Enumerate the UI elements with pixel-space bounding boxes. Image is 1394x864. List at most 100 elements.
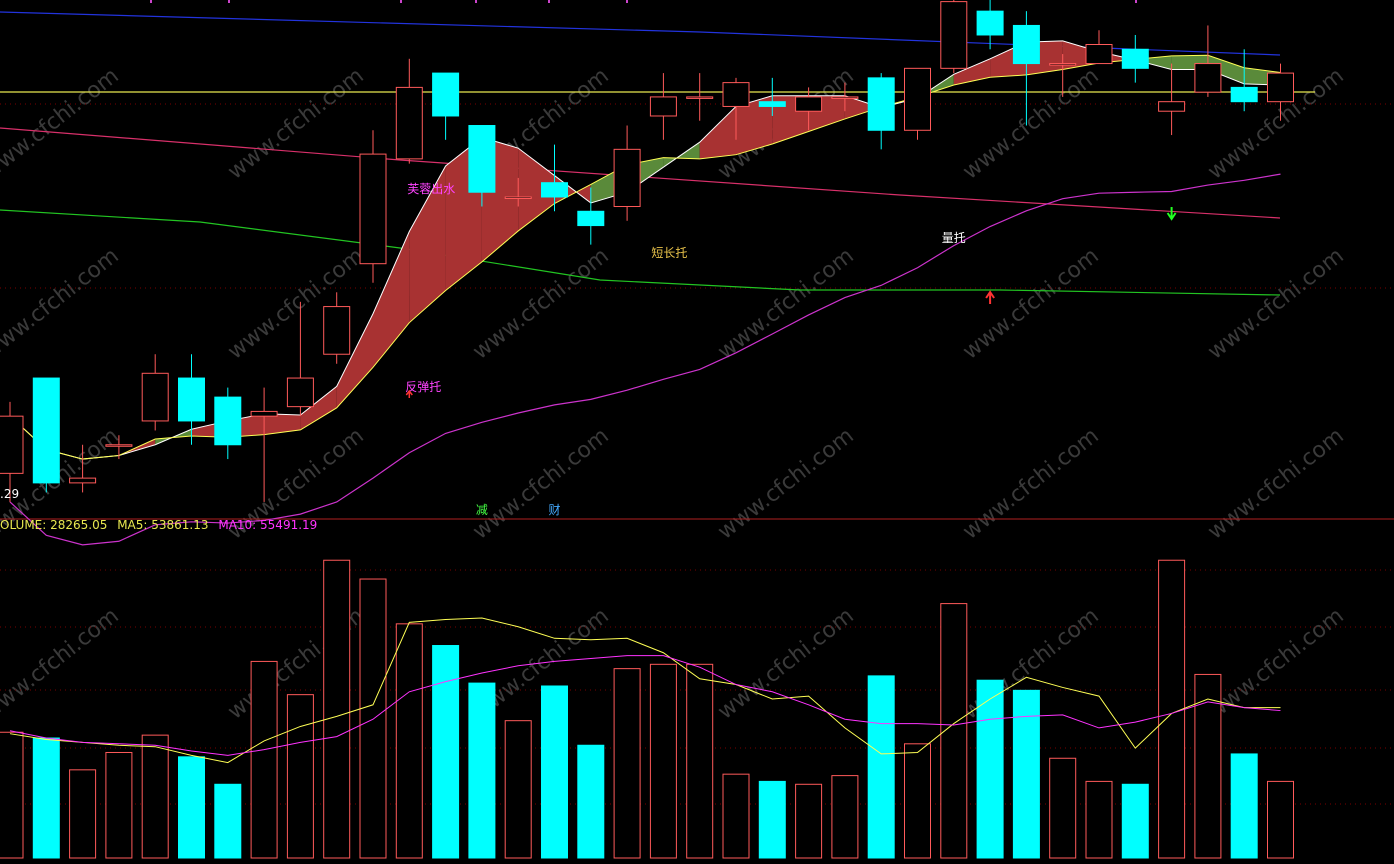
watermark-text: www.cfchi.com: [468, 243, 613, 364]
candle: [432, 72, 460, 140]
candle: [323, 292, 351, 364]
volume-bar: [577, 744, 605, 859]
volume-bar: [286, 694, 314, 859]
watermark-text: www.cfchi.com: [223, 63, 368, 184]
small-buy-arrow-icon: [405, 389, 413, 398]
candle-body: [0, 415, 24, 474]
volume-bar: [831, 775, 859, 859]
volume-bar: [105, 751, 133, 859]
candle-body: [1230, 86, 1258, 103]
candle-body: [1121, 48, 1149, 69]
watermark-text: www.cfchi.com: [0, 63, 124, 184]
candle: [1049, 54, 1077, 97]
candle-body: [758, 101, 786, 107]
watermark-text: www.cfchi.com: [713, 603, 858, 724]
candle: [577, 187, 605, 245]
watermark-text: www.cfchi.com: [958, 243, 1103, 364]
candle-body: [940, 1, 968, 69]
candle: [105, 435, 133, 460]
ma-ribbon-segment: [699, 106, 736, 159]
ma-pink-line: [0, 127, 1281, 219]
signal-label: 减: [476, 503, 488, 517]
signal-label: 短长托: [651, 246, 687, 260]
volume-bar: [976, 679, 1004, 859]
watermark-text: www.cfchi.com: [958, 423, 1103, 544]
volume-bar: [1230, 753, 1258, 859]
top-marker: [1135, 0, 1137, 3]
candle: [541, 144, 568, 212]
ma-ribbon-segment: [1207, 55, 1245, 84]
watermark-text: www.cfchi.com: [713, 423, 858, 544]
candle-body: [250, 410, 278, 417]
candle: [286, 301, 314, 417]
volume-bar: [468, 682, 496, 859]
candle-body: [867, 77, 895, 131]
candle-body: [214, 396, 242, 446]
watermark-text: www.cfchi.com: [958, 63, 1103, 184]
candle-body: [1012, 24, 1040, 65]
candle: [1230, 49, 1258, 112]
candle: [795, 87, 823, 131]
candle-body: [286, 377, 314, 408]
candle-body: [1267, 72, 1294, 103]
ma-ribbon-segment: [844, 95, 882, 119]
candle-body: [178, 377, 205, 422]
volume-bar: [613, 668, 641, 859]
candle: [504, 177, 532, 207]
top-marker: [150, 0, 152, 3]
candle: [613, 125, 641, 221]
candle: [758, 77, 786, 116]
candle: [1121, 34, 1149, 83]
candle: [1012, 11, 1040, 126]
low-price-label: .29: [0, 487, 19, 501]
volume-bar: [1267, 780, 1294, 859]
volume-bar: [1049, 757, 1077, 859]
candle-body: [686, 96, 714, 99]
ma-green-line: [0, 209, 1281, 296]
top-marker: [228, 0, 230, 3]
candle-body: [613, 148, 641, 208]
candle: [649, 73, 677, 140]
candle: [141, 354, 169, 431]
watermark-text: www.cfchi.com: [0, 243, 124, 364]
candle: [32, 377, 60, 493]
candle-body: [395, 86, 423, 160]
legend-ma5: MA5: 53861.13: [117, 518, 209, 532]
ma-magenta-line: [9, 173, 1281, 546]
volume-ma5-line: [9, 617, 1281, 764]
candle-body: [323, 306, 351, 355]
candle: [1085, 30, 1113, 65]
candle-body: [976, 10, 1004, 36]
candle: [1194, 25, 1222, 97]
candle-body: [69, 477, 97, 484]
volume-bar: [904, 743, 931, 859]
volume-bar: [722, 773, 750, 859]
candle-body: [577, 210, 605, 227]
signal-label: 芙蓉出水: [407, 182, 455, 196]
candle-body: [504, 196, 532, 199]
top-marker: [475, 0, 477, 3]
candle-body: [105, 444, 133, 447]
volume-bar: [432, 645, 460, 859]
candle-body: [32, 377, 60, 484]
watermark-text: www.cfchi.com: [0, 603, 124, 724]
candle: [468, 125, 496, 207]
candle: [686, 73, 714, 121]
volume-bar: [649, 663, 677, 859]
ma-ribbon-segment: [736, 95, 773, 155]
candle-body: [432, 72, 460, 117]
candle-body: [649, 96, 677, 117]
volume-bar: [250, 660, 278, 859]
volume-bar: [1012, 689, 1040, 859]
volume-bar: [867, 675, 895, 859]
candle: [940, 0, 968, 74]
top-marker: [626, 0, 628, 3]
candle: [1158, 63, 1186, 136]
candle-body: [904, 67, 931, 131]
volume-bar: [686, 663, 714, 859]
watermark-text: www.cfchi.com: [713, 243, 858, 364]
candle: [976, 0, 1004, 50]
signal-label: 反弹托: [405, 380, 441, 394]
volume-bar: [1158, 559, 1186, 859]
watermark-text: www.cfchi.com: [1203, 423, 1348, 544]
